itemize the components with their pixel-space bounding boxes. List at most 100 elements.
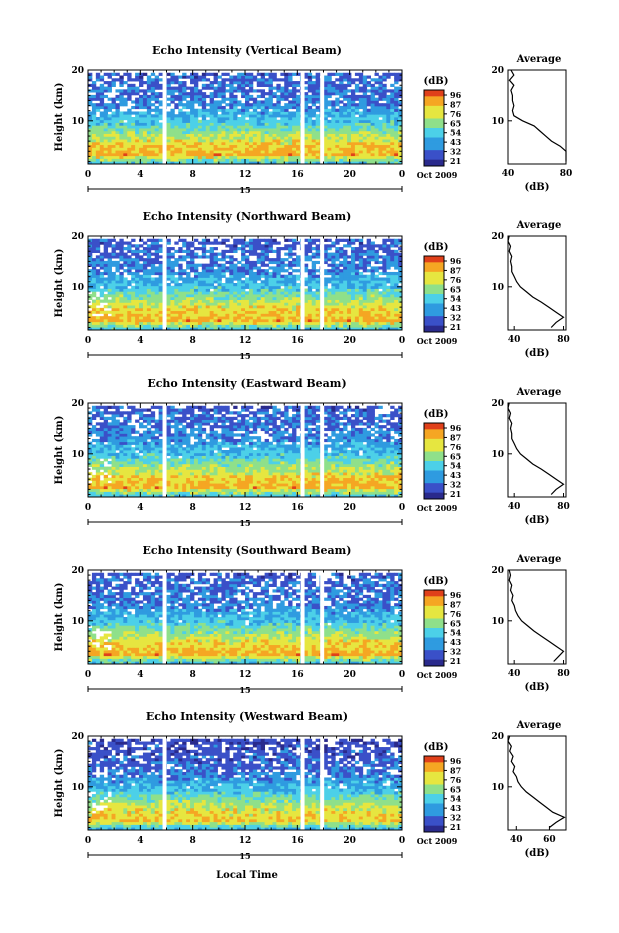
heatmap-cell [100,319,104,322]
heatmap-cell [206,280,210,283]
heatmap-cell [351,242,355,245]
heatmap-cell [119,313,123,316]
heatmap-cell [288,123,292,126]
heatmap-cell [316,261,320,264]
heatmap-cell [280,142,284,145]
heatmap-cell [135,269,139,272]
heatmap-cell [108,131,112,134]
heatmap-cell [155,111,159,114]
heatmap-cell [210,147,214,150]
heatmap-cell [316,283,320,286]
heatmap-cell [194,313,198,316]
heatmap-cell [331,128,335,131]
heatmap-cell [206,277,210,280]
heatmap-cell [225,117,229,120]
heatmap-cell [269,308,273,311]
heatmap-cell [100,253,104,256]
heatmap-cell [351,253,355,256]
heatmap-cell [280,123,284,126]
heatmap-cell [167,142,171,145]
heatmap-cell [112,253,116,256]
heatmap-cell [390,106,394,109]
heatmap-cell [382,242,386,245]
heatmap-cell [359,117,363,120]
heatmap-cell [174,87,178,90]
heatmap-cell [167,136,171,139]
heatmap-cell [170,89,174,92]
heatmap-cell [261,311,265,314]
heatmap-cell [390,244,394,247]
heatmap-cell [249,103,253,106]
heatmap-cell [135,322,139,325]
average-x-tick-label: 40 [508,335,521,345]
heatmap-cell [182,134,186,137]
heatmap-cell [343,131,347,134]
heatmap-cell [327,78,331,81]
heatmap-cell [363,106,367,109]
heatmap-cell [108,272,112,275]
heatmap-cell [390,261,394,264]
heatmap-cell [202,131,206,134]
heatmap-cell [108,98,112,101]
heatmap-cell [394,316,398,319]
heatmap-cell [233,283,237,286]
heatmap-cell [269,150,273,153]
heatmap-cell [375,128,379,131]
heatmap-cell [104,324,108,327]
heatmap-cell [288,247,292,250]
heatmap-cell [378,87,382,90]
heatmap-cell [371,111,375,114]
heatmap-cell [359,125,363,128]
heatmap-cell [218,324,222,327]
heatmap-cell [194,142,198,145]
heatmap-cell [284,131,288,134]
heatmap-cell [88,286,92,289]
heatmap-cell [245,125,249,128]
heatmap-cell [151,239,155,242]
heatmap-cell [170,120,174,123]
heatmap-cell [367,145,371,148]
heatmap-cell [214,76,218,79]
heatmap-cell [92,266,96,269]
heatmap-cell [202,305,206,308]
heatmap-cell [131,280,135,283]
heatmap-cell [386,131,390,134]
heatmap-cell [186,145,190,148]
heatmap-cell [214,316,218,319]
heatmap-cell [159,277,163,280]
heatmap-cell [351,324,355,327]
heatmap-cell [312,95,316,98]
heatmap-cell [178,92,182,95]
heatmap-cell [202,239,206,242]
heatmap-cell [382,308,386,311]
heatmap-cell [186,147,190,150]
heatmap-cell [359,156,363,159]
heatmap-cell [147,324,151,327]
heatmap-cell [88,142,92,145]
heatmap-cell [253,125,257,128]
heatmap-cell [339,109,343,112]
colorbar-tick-label: 21 [450,322,461,332]
heatmap-cell [382,305,386,308]
heatmap-cell [347,142,351,145]
heatmap-cell [143,156,147,159]
heatmap-cell [355,109,359,112]
heatmap-cell [308,117,312,120]
heatmap-cell [276,322,280,325]
heatmap-cell [394,297,398,300]
heatmap-cell [194,131,198,134]
heatmap-cell [382,261,386,264]
heatmap-cell [147,250,151,253]
heatmap-cell [182,308,186,311]
heatmap-cell [214,95,218,98]
heatmap-cell [198,313,202,316]
heatmap-cell [257,308,261,311]
heatmap-cell [194,253,198,256]
heatmap-cell [210,319,214,322]
heatmap-cell [257,117,261,120]
heatmap-cell [269,131,273,134]
heatmap-cell [218,280,222,283]
heatmap-cell [288,300,292,303]
heatmap-cell [112,103,116,106]
